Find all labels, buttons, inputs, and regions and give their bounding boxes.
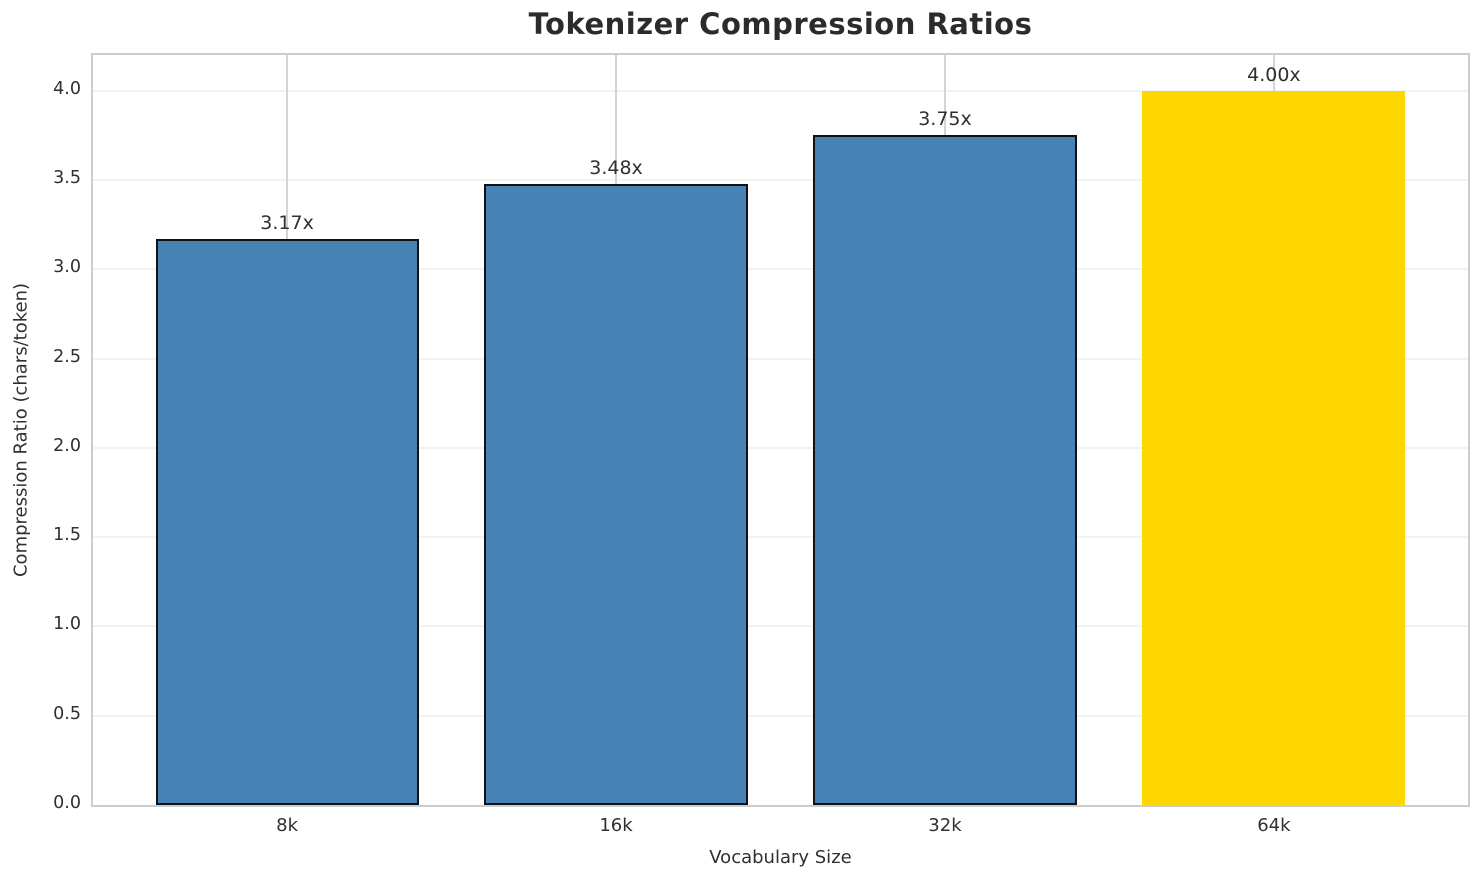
horizontal-gridline (93, 268, 1468, 271)
y-tick-label: 0.5 (53, 703, 81, 724)
y-tick-label: 3.5 (53, 168, 81, 188)
y-tick-label: 1.5 (53, 525, 81, 546)
bar-value-label: 4.00x (1247, 63, 1301, 86)
bar-8k (155, 238, 419, 805)
x-tick-label: 8k (276, 815, 299, 836)
x-tick-label: 32k (928, 815, 962, 836)
x-axis-label: Vocabulary Size (709, 847, 852, 868)
bar-value-label: 3.75x (918, 108, 972, 131)
bar-value-label: 3.48x (589, 156, 643, 179)
x-tick-label: 64k (1257, 815, 1291, 836)
horizontal-gridline (93, 714, 1468, 717)
y-tick-label: 2.0 (53, 435, 81, 456)
x-tick-label: 16k (599, 815, 633, 836)
bar-16k (484, 183, 748, 805)
horizontal-gridline (93, 536, 1468, 539)
horizontal-gridline (93, 357, 1468, 360)
bar-value-label: 3.17x (260, 211, 314, 234)
y-tick-label: 2.5 (53, 346, 81, 367)
chart-title: Tokenizer Compression Ratios (528, 7, 1033, 41)
horizontal-gridline (93, 446, 1468, 449)
bar-32k (813, 135, 1077, 805)
horizontal-gridline (93, 179, 1468, 181)
horizontal-gridline (93, 89, 1468, 92)
y-tick-label: 0.0 (53, 793, 81, 813)
y-tick-label: 1.0 (53, 614, 81, 635)
y-tick-label: 3.0 (53, 257, 81, 278)
plot-area: 0.0 0.5 1.0 1.5 2.0 2.5 3.0 3.5 4.0 3.17x 8k 3.48x 1… (53, 53, 1470, 836)
horizontal-gridline (93, 625, 1468, 628)
bar-64k (1142, 90, 1406, 805)
y-tick-label: 4.0 (53, 78, 81, 99)
